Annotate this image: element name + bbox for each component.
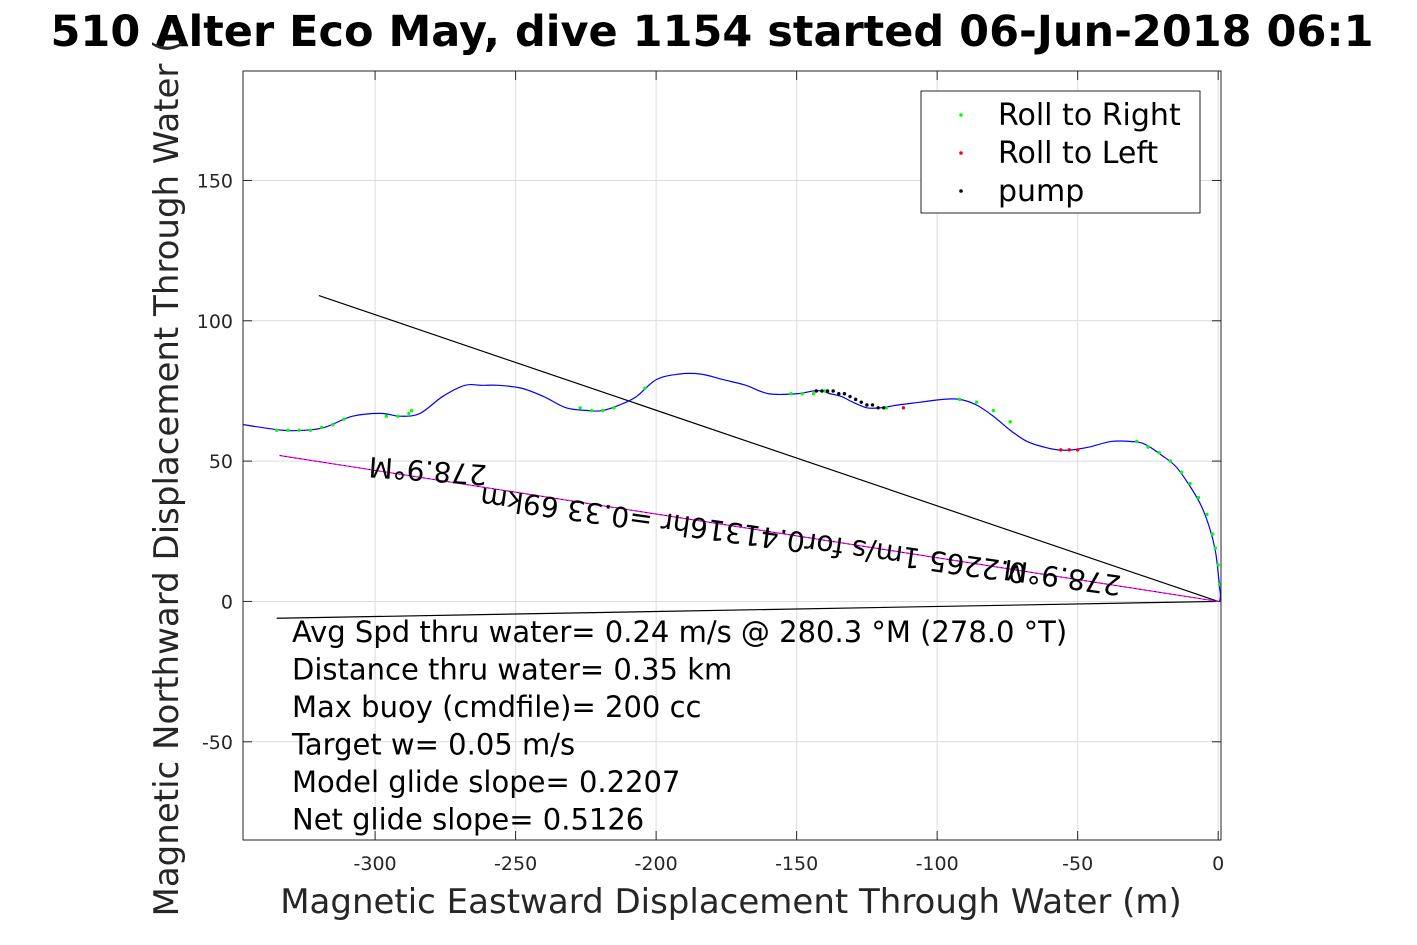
info-text-block: Avg Spd thru water= 0.24 m/s @ 280.3 °M …: [291, 615, 1067, 837]
roll-right-point: [789, 392, 793, 396]
track-group: [243, 372, 1221, 602]
roll-right-point: [884, 406, 889, 410]
info-line: Net glide slope= 0.5126: [292, 803, 644, 837]
y-tick-label: 50: [209, 451, 233, 473]
pump-point: [882, 406, 886, 410]
roll-left-point: [901, 406, 906, 410]
roll-right-point: [957, 397, 962, 402]
pump-point: [870, 403, 875, 407]
roll-right-point: [1146, 445, 1150, 449]
legend-marker-roll-left: [959, 151, 963, 155]
grid-lines: [243, 71, 1221, 840]
pump-point: [831, 389, 835, 393]
pump-point: [814, 389, 819, 393]
x-tick-label: -300: [354, 853, 397, 875]
glider-track-line: [243, 372, 1221, 602]
info-line: Avg Spd thru water= 0.24 m/s @ 280.3 °M …: [292, 615, 1067, 649]
y-tick-label: 150: [197, 170, 233, 192]
y-axis-label: Magnetic Northward Displacement Through …: [147, 40, 187, 917]
legend-box: [920, 90, 1201, 214]
roll-left-point: [1075, 448, 1080, 452]
info-line: Distance thru water= 0.35 km: [292, 653, 732, 687]
pump-point: [820, 389, 824, 393]
pump-point: [825, 389, 830, 393]
x-tick-label: -150: [775, 853, 818, 875]
roll-right-point: [1210, 532, 1215, 536]
roll-right-point: [578, 406, 582, 410]
heading-line-lower: [276, 600, 1219, 619]
roll-right-point: [601, 408, 605, 413]
y-tick-label: -50: [202, 732, 233, 754]
roll-right-point: [1188, 481, 1192, 486]
roll-right-point: [1196, 495, 1201, 500]
y-tick-label: 100: [197, 311, 233, 333]
roll-left-point: [1067, 448, 1071, 452]
roll-right-point: [1134, 439, 1139, 444]
legend-label-roll-right: Roll to Right: [998, 98, 1181, 133]
roll-right-point: [409, 408, 414, 413]
info-line: Target w= 0.05 m/s: [291, 728, 575, 762]
x-tick-label: -250: [494, 853, 537, 875]
legend-label-roll-left: Roll to Left: [998, 136, 1158, 171]
y-axis-ticks: -50 0 50 100 150: [197, 170, 1221, 754]
roll-right-point: [643, 386, 647, 390]
x-tick-label: -100: [916, 853, 959, 875]
legend-marker-roll-right: [959, 113, 963, 117]
info-line: Model glide slope= 0.2207: [292, 765, 680, 799]
y-tick-label: 0: [221, 591, 233, 613]
pump-point: [876, 406, 880, 410]
roll-right-point: [342, 417, 346, 421]
current-line-overlay: [279, 455, 1219, 602]
roll-right-point: [589, 408, 594, 413]
roll-right-point: [407, 411, 411, 416]
roll-right-point: [1008, 420, 1012, 424]
roll-right-point: [286, 428, 290, 432]
x-axis-ticks: -300 -250 -200 -150 -100 -50 0: [354, 71, 1224, 875]
legend: Roll to Right Roll to Left pump: [920, 90, 1201, 214]
roll-right-point: [275, 428, 279, 432]
roll-right-point: [308, 428, 313, 432]
pump-point: [848, 394, 852, 399]
pump-point: [842, 392, 847, 396]
roll-right-point: [1216, 563, 1220, 567]
heading-line-upper: [318, 294, 1219, 603]
plot-frame: [242, 70, 1222, 841]
pump-point: [859, 400, 863, 404]
x-axis-label: Magnetic Eastward Displacement Through W…: [280, 882, 1182, 922]
roll-left-point: [1059, 448, 1063, 452]
reference-lines: [276, 294, 1219, 619]
legend-label-pump: pump: [998, 174, 1084, 209]
x-tick-label: -50: [1062, 853, 1093, 875]
roll-right-point: [811, 392, 816, 396]
x-tick-label: 0: [1212, 853, 1224, 875]
roll-right-point: [1213, 546, 1218, 550]
info-line: Max buoy (cmdfile)= 200 cc: [292, 690, 701, 724]
roll-right-point: [823, 389, 827, 393]
marker-points: [275, 386, 1221, 587]
roll-right-point: [1217, 582, 1221, 587]
roll-right-point: [384, 414, 389, 418]
roll-right-point: [1157, 450, 1161, 455]
roll-right-point: [991, 408, 996, 413]
roll-right-point: [395, 414, 400, 418]
x-tick-label: -200: [635, 853, 678, 875]
chart-title: 510 Alter Eco May, dive 1154 started 06-…: [50, 7, 1373, 57]
roll-right-point: [319, 425, 324, 430]
roll-right-point: [331, 422, 335, 427]
roll-right-point: [1168, 459, 1173, 463]
annotation-text-0: 278.9°M: [368, 450, 488, 491]
pump-point: [853, 397, 858, 402]
roll-right-point: [297, 428, 301, 432]
roll-right-point: [800, 392, 804, 396]
roll-right-point: [1205, 512, 1209, 517]
roll-right-point: [612, 406, 616, 410]
pump-point: [837, 392, 841, 396]
roll-right-point: [1179, 470, 1184, 475]
roll-right-point: [974, 400, 979, 404]
legend-marker-pump: [959, 189, 963, 193]
pump-point: [865, 403, 869, 407]
